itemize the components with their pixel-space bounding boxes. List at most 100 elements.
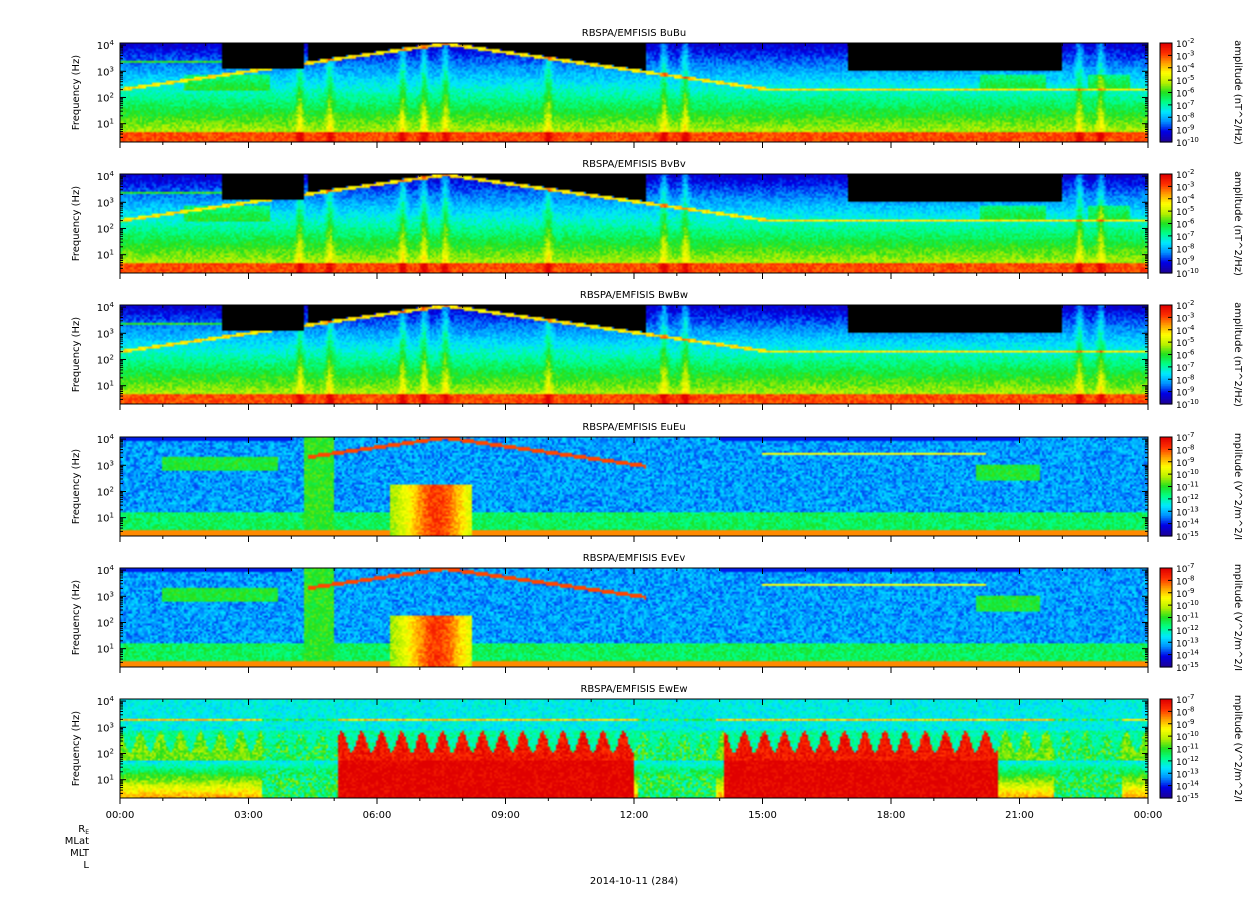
colorbar-segment xyxy=(1160,400,1172,403)
colorbar-segment xyxy=(1160,522,1172,526)
panel-title: RBSPA/EMFISIS EuEu xyxy=(582,422,685,433)
colorbar-segment xyxy=(1160,390,1172,394)
colorbar-segment xyxy=(1160,374,1172,377)
colorbar-segment xyxy=(1160,305,1172,308)
colorbar-segment xyxy=(1160,205,1172,208)
colorbar-segment xyxy=(1160,717,1172,720)
colorbar-segment xyxy=(1160,712,1172,715)
x-tick-label: 09:00 xyxy=(491,810,520,821)
colorbar-segment xyxy=(1160,658,1172,661)
y-tick-label: 103 xyxy=(97,590,114,603)
colorbar-segment xyxy=(1160,319,1172,323)
spectrogram-image xyxy=(120,174,1148,273)
colorbar-segment xyxy=(1160,235,1172,238)
y-tick-label: 101 xyxy=(97,380,114,393)
y-tick-label: 102 xyxy=(97,222,114,235)
y-tick-label: 101 xyxy=(97,643,114,656)
colorbar-segment xyxy=(1160,192,1172,195)
colorbar-tick-label: 10-6 xyxy=(1176,87,1195,100)
colorbar-segment xyxy=(1160,728,1172,731)
colorbar-segment xyxy=(1160,622,1172,625)
colorbar-segment xyxy=(1160,339,1172,342)
colorbar-segment xyxy=(1160,104,1172,107)
colorbar-segment xyxy=(1160,727,1172,730)
colorbar-segment xyxy=(1160,591,1172,594)
colorbar-segment xyxy=(1160,732,1172,735)
colorbar-segment xyxy=(1160,352,1172,356)
colorbar-segment xyxy=(1160,231,1172,234)
colorbar-segment xyxy=(1160,377,1172,380)
colorbar-segment xyxy=(1160,52,1172,56)
colorbar-segment xyxy=(1160,437,1172,440)
colorbar-segment xyxy=(1160,226,1172,230)
colorbar-tick-label: 10-5 xyxy=(1176,205,1194,218)
colorbar-segment xyxy=(1160,354,1172,357)
colorbar-segment xyxy=(1160,323,1172,326)
colorbar-segment xyxy=(1160,507,1172,511)
colorbar-segment xyxy=(1160,394,1172,397)
colorbar-segment xyxy=(1160,177,1172,180)
colorbar-tick-label: 10-8 xyxy=(1176,242,1194,255)
colorbar-tick-label: 10-7 xyxy=(1176,562,1194,575)
colorbar-segment xyxy=(1160,466,1172,469)
colorbar-tick-label: 10-7 xyxy=(1176,99,1194,112)
colorbar: 10-710-810-910-1010-1110-1210-1310-1410-… xyxy=(1159,431,1243,543)
colorbar-segment xyxy=(1160,700,1172,703)
y-tick-label: 102 xyxy=(97,485,114,498)
colorbar-segment xyxy=(1160,306,1172,309)
colorbar-segment xyxy=(1160,730,1172,733)
colorbar-segment xyxy=(1160,516,1172,519)
colorbar-segment xyxy=(1160,261,1172,264)
colorbar-segment xyxy=(1160,773,1172,776)
colorbar-segment xyxy=(1160,331,1172,334)
colorbar-segment xyxy=(1160,582,1172,586)
colorbar-segment xyxy=(1160,66,1172,69)
colorbar-segment xyxy=(1160,763,1172,766)
colorbar-segment xyxy=(1160,197,1172,200)
y-axis-label: Frequency (Hz) xyxy=(71,186,82,262)
colorbar-segment xyxy=(1160,207,1172,210)
panel-4: RBSPA/EMFISIS EuEu Frequency (Hz) 101 102 10… xyxy=(71,422,1243,543)
colorbar-segment xyxy=(1160,185,1172,188)
colorbar-tick-label: 10-13 xyxy=(1176,636,1199,649)
colorbar-segment xyxy=(1160,589,1172,592)
y-tick-label: 101 xyxy=(97,249,114,262)
colorbar-segment xyxy=(1160,72,1172,75)
colorbar-segment xyxy=(1160,127,1172,130)
colorbar-tick-label: 10-11 xyxy=(1176,612,1199,625)
colorbar-tick-label: 10-10 xyxy=(1176,730,1199,743)
colorbar-segment xyxy=(1160,236,1172,239)
colorbar-segment xyxy=(1160,488,1172,491)
colorbar-segment xyxy=(1160,333,1172,336)
colorbar-segment xyxy=(1160,663,1172,666)
colorbar-segment xyxy=(1160,484,1172,488)
colorbar-segment xyxy=(1160,725,1172,728)
colorbar-segment xyxy=(1160,722,1172,725)
colorbar-segment xyxy=(1160,481,1172,484)
colorbar-segment xyxy=(1160,64,1172,67)
colorbar-segment xyxy=(1160,625,1172,628)
y-tick-label: 103 xyxy=(97,721,114,734)
colorbar-segment xyxy=(1160,223,1172,226)
colorbar-tick-label: 10-8 xyxy=(1176,574,1194,587)
colorbar-segment xyxy=(1160,395,1172,398)
colorbar-segment xyxy=(1160,57,1172,61)
colorbar-segment xyxy=(1160,133,1172,136)
colorbar-label: mplitude (V^2/m^2/I xyxy=(1232,433,1243,540)
y-tick-label: 104 xyxy=(97,39,115,52)
colorbar-segment xyxy=(1160,342,1172,346)
spectrogram-image xyxy=(120,305,1148,404)
colorbar-segment xyxy=(1160,253,1172,256)
colorbar-segment xyxy=(1160,77,1172,80)
panel-2: RBSPA/EMFISIS BvBv Frequency (Hz) 101 102 10… xyxy=(71,159,1243,280)
colorbar-segment xyxy=(1160,346,1172,349)
colorbar-segment xyxy=(1160,359,1172,362)
colorbar-tick-label: 10-9 xyxy=(1176,255,1194,268)
spectrogram-panels: RBSPA/EMFISIS BuBu Frequency (Hz) 101 102 10… xyxy=(71,28,1243,805)
colorbar-segment xyxy=(1160,135,1172,138)
colorbar-segment xyxy=(1160,779,1172,783)
colorbar-tick-label: 10-15 xyxy=(1176,792,1199,805)
colorbar-segment xyxy=(1160,49,1172,52)
colorbar-tick-label: 10-9 xyxy=(1176,386,1194,399)
colorbar-segment xyxy=(1160,650,1172,653)
